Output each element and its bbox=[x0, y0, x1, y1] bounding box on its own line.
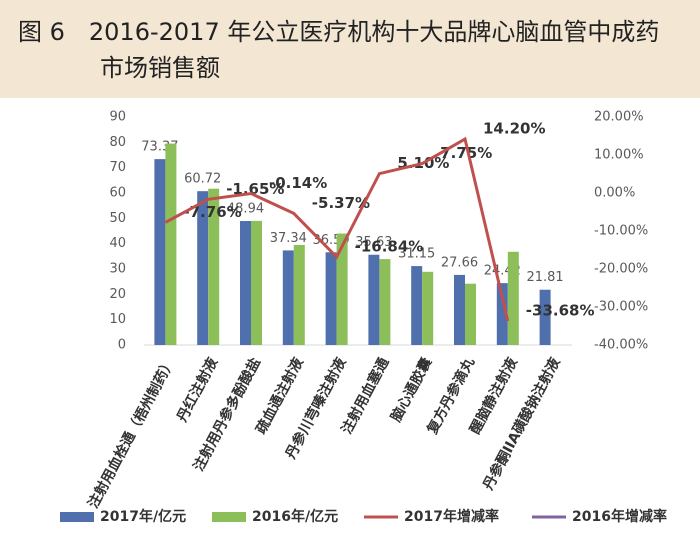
bar bbox=[197, 191, 209, 345]
bar bbox=[293, 244, 305, 345]
bar bbox=[251, 220, 262, 345]
y-tick-label: 90 bbox=[109, 110, 126, 125]
y-tick-label: 70 bbox=[109, 160, 126, 175]
y2-tick-label: -20.00% bbox=[594, 262, 648, 277]
bar bbox=[465, 283, 476, 345]
y-tick-label: 20 bbox=[109, 287, 126, 302]
bar bbox=[496, 283, 508, 345]
y2-tick-label: 10.00% bbox=[594, 148, 644, 163]
legend-label: 2016年增减率 bbox=[572, 508, 667, 525]
line-value-label: -16.84% bbox=[355, 237, 424, 255]
bar bbox=[379, 259, 391, 345]
y2-tick-label: -40.00% bbox=[594, 338, 648, 353]
bar bbox=[411, 266, 423, 345]
y2-tick-label: -30.00% bbox=[594, 300, 648, 315]
x-tick-label: 注射用血栓通（梧州制药） bbox=[85, 355, 179, 511]
bar bbox=[368, 254, 380, 345]
y-tick-label: 50 bbox=[109, 211, 126, 226]
x-tick-label: 丹参酮IIA磺酸钠注射液 bbox=[480, 354, 565, 493]
value-label: 31.15 bbox=[398, 247, 435, 262]
line-value-label: -33.68% bbox=[526, 301, 595, 319]
line-value-label: 7.75% bbox=[440, 144, 492, 162]
bar bbox=[507, 251, 519, 345]
value-label: 27.66 bbox=[441, 255, 478, 270]
y-tick-label: 0 bbox=[118, 338, 126, 353]
bar bbox=[325, 252, 337, 345]
value-label: 48.94 bbox=[227, 202, 264, 217]
y2-tick-label: 0.00% bbox=[594, 186, 635, 201]
line-value-label: -1.65% bbox=[226, 180, 284, 198]
y2-tick-label: 20.00% bbox=[594, 110, 644, 125]
bar bbox=[454, 274, 465, 345]
line-value-label: 14.20% bbox=[483, 120, 545, 138]
y-tick-label: 10 bbox=[109, 312, 126, 327]
value-label: 21.81 bbox=[526, 270, 563, 285]
bar bbox=[154, 159, 166, 345]
y-tick-label: 30 bbox=[109, 262, 126, 277]
chart-title: 图 6 2016-2017 年公立医疗机构十大品牌心脑血管中成药市场销售额 bbox=[0, 0, 700, 98]
line-value-label: -7.76% bbox=[183, 203, 241, 221]
y-tick-label: 60 bbox=[109, 186, 126, 201]
value-label: 37.34 bbox=[270, 231, 307, 246]
legend-swatch bbox=[212, 512, 246, 522]
legend-swatch bbox=[60, 512, 94, 522]
chart: 0 10 20 30 40 50 60 70 80 90 20.00% 10.00% 0.00% -10.… bbox=[60, 110, 667, 525]
x-tick-label: 丹红注射液 bbox=[173, 354, 221, 425]
bar bbox=[422, 271, 434, 345]
bar bbox=[336, 233, 348, 345]
value-label: 60.72 bbox=[184, 172, 221, 187]
y-tick-label: 40 bbox=[109, 236, 126, 251]
bar bbox=[208, 188, 220, 345]
line-value-label: -5.37% bbox=[312, 194, 370, 212]
line-value-label: -0.14% bbox=[269, 174, 327, 192]
line bbox=[164, 136, 510, 322]
bar bbox=[240, 221, 251, 345]
x-tick-label: 脑心通胶囊 bbox=[387, 354, 435, 425]
bar bbox=[539, 289, 551, 345]
y-tick-label: 80 bbox=[109, 135, 126, 150]
y2-tick-label: -10.00% bbox=[594, 224, 648, 239]
bar bbox=[282, 250, 294, 345]
legend-label: 2017年/亿元 bbox=[100, 508, 186, 525]
value-label: 35.63 bbox=[355, 235, 392, 250]
bar bbox=[165, 143, 177, 345]
legend-label: 2016年/亿元 bbox=[252, 508, 338, 525]
legend-label: 2017年增减率 bbox=[404, 508, 499, 525]
